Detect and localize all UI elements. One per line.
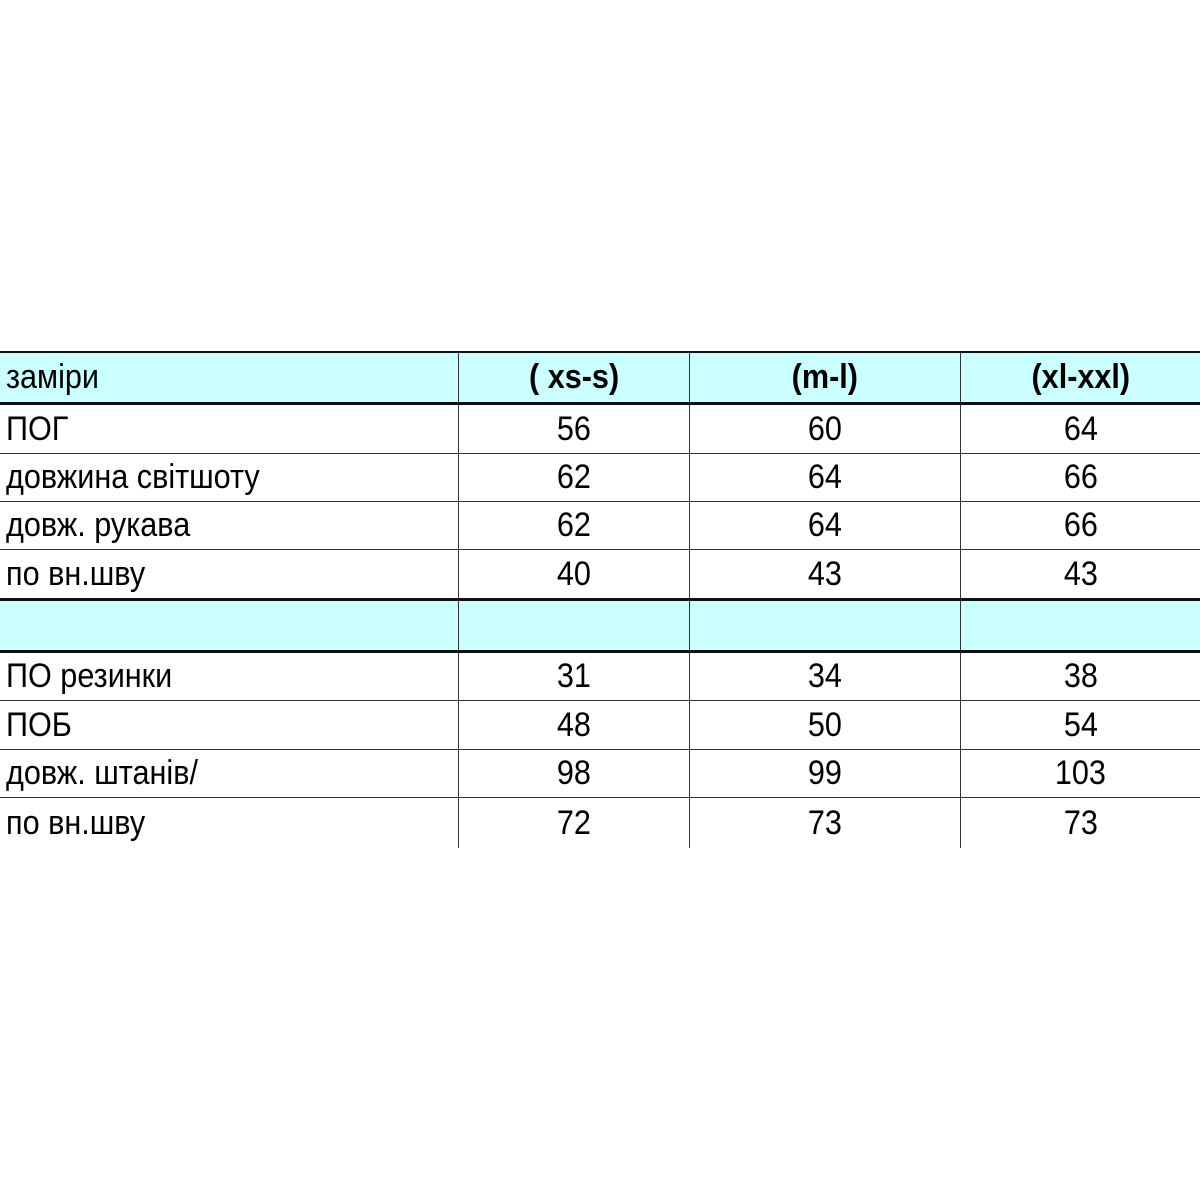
value-cell: 99 [690,750,961,797]
row-label-cell: довжина світшоту [0,454,459,501]
value-cell: 73 [690,798,961,848]
cell-value: 66 [1063,458,1098,496]
cell-value: 31 [556,657,592,695]
cell-value: 40 [556,554,592,593]
cell-value: 34 [807,657,843,695]
value-cell: ( xs-s) [459,353,690,402]
value-cell: 66 [961,502,1200,549]
size-table: заміри( xs-s) (m-l) (xl-xxl) ПОГ 56 60 64 довжи… [0,353,1200,848]
table-row: довж. штанів/98 99 103 [0,750,1200,798]
table-row: ПОГ 56 60 64 [0,405,1200,454]
row-label: ПОГ [6,409,69,448]
cell-value: (xl-xxl) [1031,358,1130,396]
cell-value: 73 [807,803,843,842]
row-label: ПО резинки [6,657,173,695]
cell-value: 64 [807,458,843,496]
row-label: довж. рукава [6,506,191,544]
value-cell: 60 [690,405,961,453]
value-cell: 66 [961,454,1200,501]
cell-value: 54 [1063,705,1098,744]
cell-value: (m-l) [791,358,859,396]
cell-value: 56 [556,409,592,448]
value-cell: 54 [961,701,1200,749]
value-cell [690,601,961,650]
cell-value: 72 [556,803,592,842]
value-cell: 38 [961,653,1200,700]
row-label: по вн.шву [6,803,146,842]
row-label-cell: по вн.шву [0,550,459,598]
row-label: ПОБ [6,705,72,744]
row-label: по вн.шву [6,554,146,593]
value-cell: 72 [459,798,690,848]
cell-value: ( xs-s) [528,358,620,396]
row-label-cell: заміри [0,353,459,402]
cell-value: 103 [1054,754,1107,792]
value-cell: 62 [459,502,690,549]
cell-value: 73 [1063,803,1098,842]
value-cell: 34 [690,653,961,700]
cell-value: 48 [556,705,592,744]
row-label-cell: довж. рукава [0,502,459,549]
cell-value: 62 [556,506,592,544]
cell-value: 43 [807,554,843,593]
value-cell: 62 [459,454,690,501]
value-cell: 64 [690,454,961,501]
row-label-cell: ПОГ [0,405,459,453]
table-row: довж. рукава 62 64 66 [0,502,1200,550]
row-label: довжина світшоту [6,458,260,496]
row-label-cell: ПО резинки [0,653,459,700]
value-cell: 98 [459,750,690,797]
separator-row [0,601,1200,653]
header-row: заміри ( xs-s) (m-l) (xl-xxl) [0,353,1200,405]
table-row: по вн.шву 72 73 73 [0,798,1200,848]
table-row: ПОБ 48 50 54 [0,701,1200,750]
table-row: по вн.шву 40 43 43 [0,550,1200,601]
value-cell: 56 [459,405,690,453]
value-cell: (m-l) [690,353,961,402]
value-cell: 103 [961,750,1200,797]
value-cell: 73 [961,798,1200,848]
cell-value: 98 [556,754,592,792]
row-label-cell: довж. штанів/ [0,750,459,797]
row-label-cell [0,601,459,650]
cell-value: 43 [1063,554,1098,593]
value-cell: (xl-xxl) [961,353,1200,402]
table-row: ПО резинки 31 34 38 [0,653,1200,701]
value-cell: 43 [690,550,961,598]
row-label-cell: по вн.шву [0,798,459,848]
value-cell: 43 [961,550,1200,598]
value-cell: 64 [690,502,961,549]
cell-value: 64 [1063,409,1098,448]
cell-value: 38 [1063,657,1098,695]
row-label-cell: ПОБ [0,701,459,749]
value-cell [459,601,690,650]
row-label: довж. штанів/ [6,754,198,792]
cell-value: 50 [807,705,843,744]
value-cell: 64 [961,405,1200,453]
cell-value: 99 [807,754,843,792]
cell-value: 64 [807,506,843,544]
value-cell [961,601,1200,650]
cell-value: 62 [556,458,592,496]
table-top-border [0,351,1200,354]
value-cell: 50 [690,701,961,749]
row-label: заміри [6,358,99,396]
table-row: довжина світшоту 62 64 66 [0,454,1200,502]
value-cell: 48 [459,701,690,749]
value-cell: 31 [459,653,690,700]
cell-value: 60 [807,409,843,448]
cell-value: 66 [1063,506,1098,544]
value-cell: 40 [459,550,690,598]
